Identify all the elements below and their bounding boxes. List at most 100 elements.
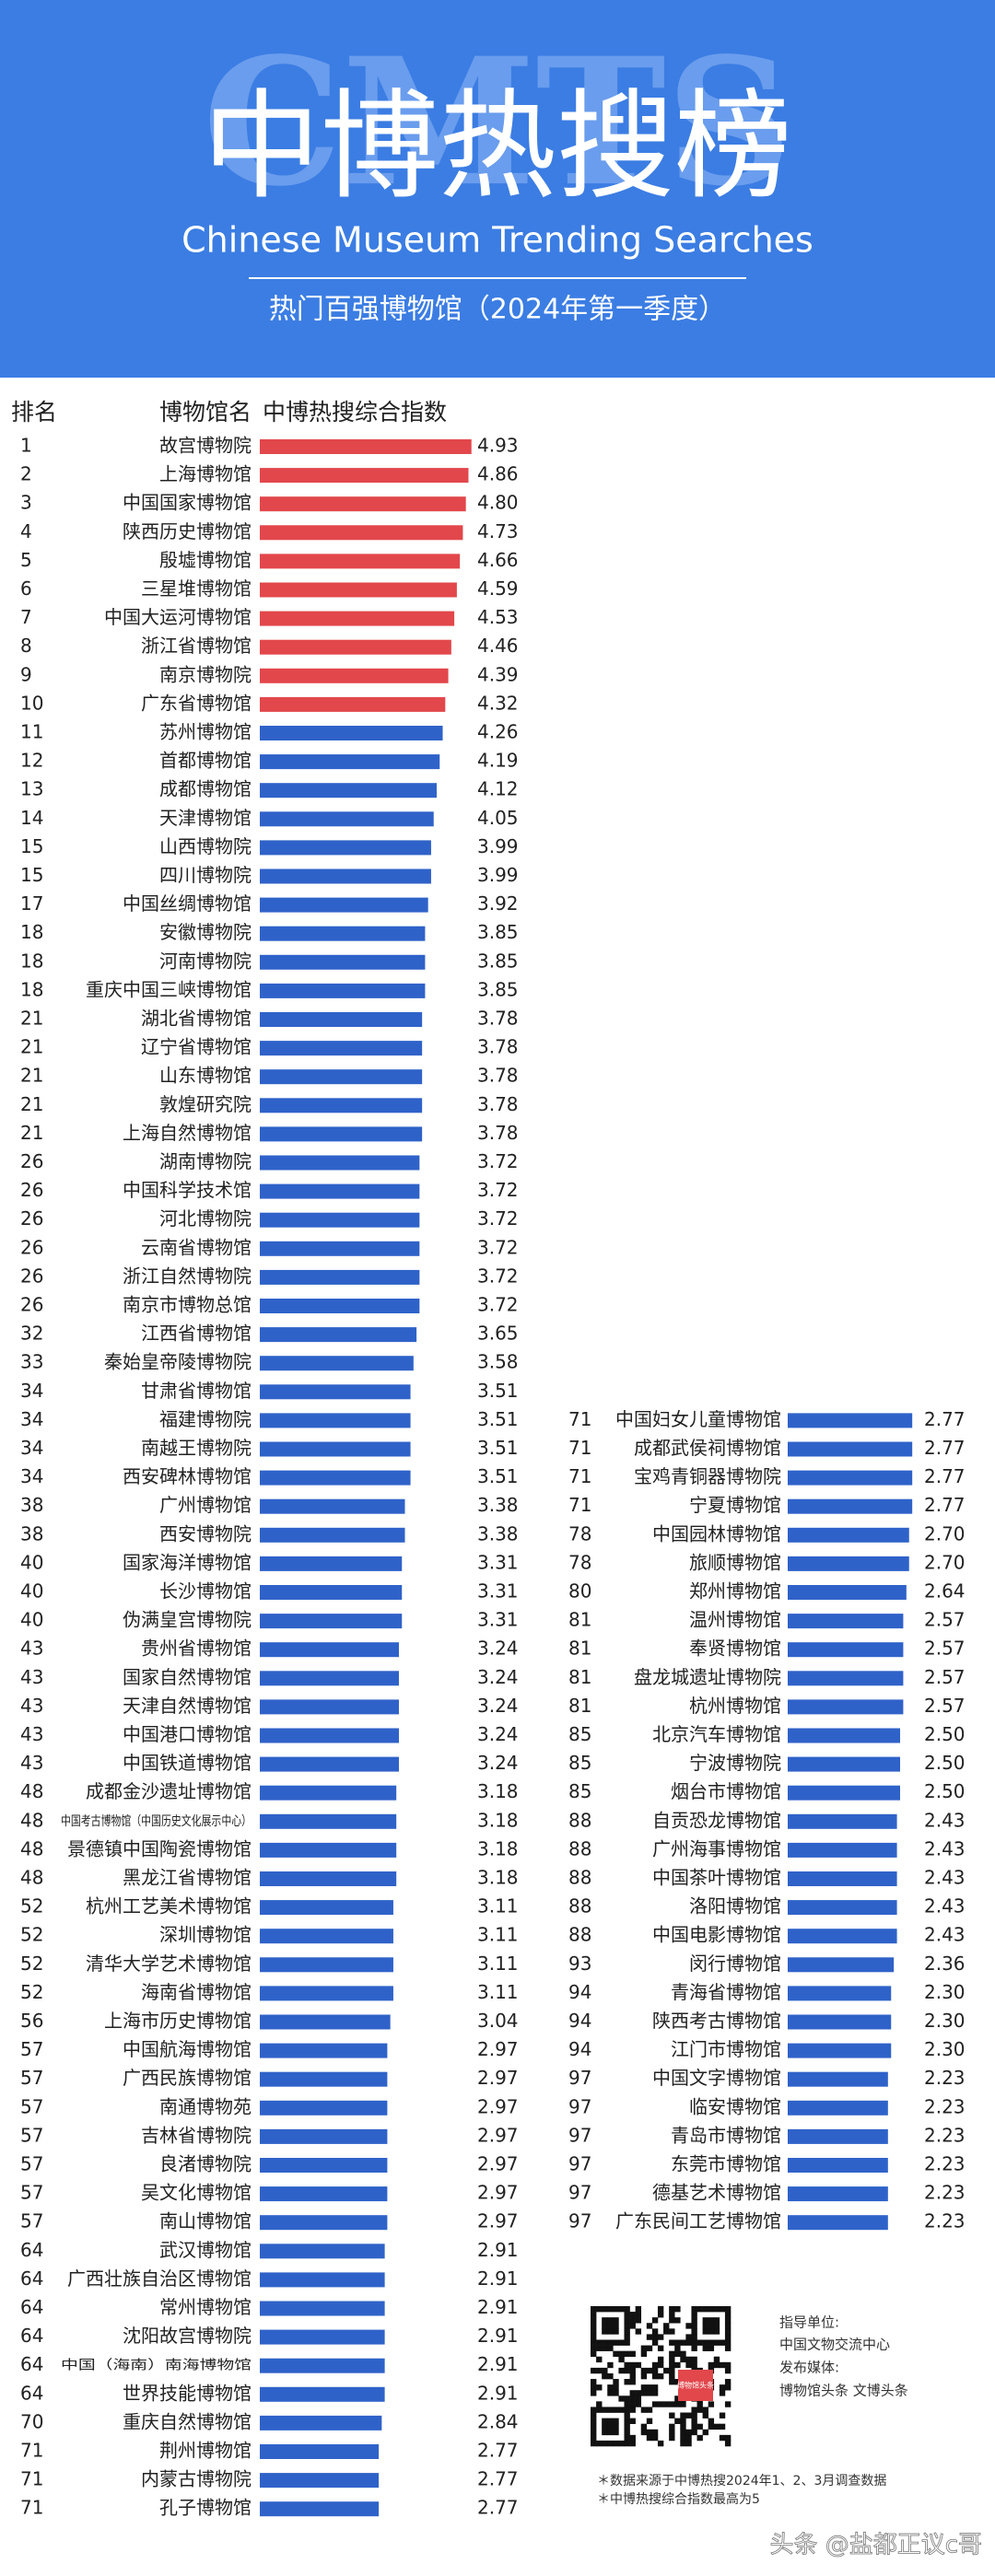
qr-cell xyxy=(602,2367,608,2374)
museum-name: 国家自然博物馆 xyxy=(123,1666,252,1688)
value-label: 3.85 xyxy=(477,978,519,1000)
qr-cell xyxy=(591,2390,597,2396)
qr-cell xyxy=(702,2345,708,2351)
qr-cell xyxy=(624,2306,630,2313)
rank: 26 xyxy=(20,1207,43,1230)
qr-cell xyxy=(613,2328,619,2335)
bar xyxy=(260,2301,385,2316)
qr-cell xyxy=(596,2367,603,2374)
rank: 21 xyxy=(20,1065,43,1087)
value-label: 2.30 xyxy=(924,2038,966,2060)
value-label: 2.97 xyxy=(477,2153,519,2175)
qr-cell xyxy=(680,2412,686,2419)
qr-cell xyxy=(696,2423,703,2430)
bar xyxy=(260,2014,391,2030)
museum-name: 长沙博物馆 xyxy=(159,1580,252,1603)
value-label: 2.30 xyxy=(924,1981,966,2003)
qr-cell xyxy=(724,2312,732,2318)
rank: 40 xyxy=(20,1551,43,1573)
value-label: 2.57 xyxy=(924,1695,966,1717)
qr-cell xyxy=(724,2323,732,2329)
rank: 88 xyxy=(568,1809,591,1831)
qr-cell xyxy=(624,2367,630,2374)
museum-name: 中国考古博物馆（中国历史文化展示中心） xyxy=(61,1813,252,1829)
rank: 52 xyxy=(20,1924,43,1946)
rank: 97 xyxy=(568,2095,591,2117)
qr-cell xyxy=(618,2407,625,2413)
qr-cell xyxy=(685,2361,692,2369)
qr-cell xyxy=(618,2367,625,2374)
qr-cell xyxy=(596,2384,603,2391)
rank: 48 xyxy=(20,1837,43,1859)
rank: 85 xyxy=(568,1723,591,1745)
museum-name: 福建博物院 xyxy=(159,1408,252,1430)
bar xyxy=(788,1585,907,1600)
qr-cell xyxy=(624,2423,630,2430)
qr-cell xyxy=(602,2345,608,2351)
value-label: 4.39 xyxy=(477,663,519,685)
museum-name: 郑州博物馆 xyxy=(689,1580,781,1603)
value-label: 2.43 xyxy=(924,1924,966,1946)
museum-name: 重庆自然博物馆 xyxy=(123,2410,252,2432)
museum-name: 江西省博物馆 xyxy=(141,1323,252,1345)
qr-cell xyxy=(708,2401,715,2407)
qr-cell xyxy=(591,2440,597,2447)
bar xyxy=(788,2128,888,2144)
museum-name: 秦始皇帝陵博物院 xyxy=(104,1351,252,1373)
rank: 4 xyxy=(20,520,32,542)
qr-cell xyxy=(669,2339,675,2346)
museum-name: 广州海事博物馆 xyxy=(652,1837,781,1859)
qr-cell xyxy=(696,2434,703,2442)
qr-cell xyxy=(629,2407,636,2413)
museum-name: 上海博物馆 xyxy=(159,463,252,485)
qr-cell xyxy=(713,2328,720,2335)
qr-cell xyxy=(674,2395,681,2402)
header-band xyxy=(0,0,995,378)
rank: 71 xyxy=(20,2497,43,2519)
museum-name: 中国航海博物馆 xyxy=(123,2038,252,2060)
museum-name: 武汉博物馆 xyxy=(159,2239,252,2261)
museum-name: 中国丝绸博物馆 xyxy=(123,892,252,915)
qr-cell xyxy=(680,2356,686,2363)
value-label: 2.77 xyxy=(477,2440,519,2462)
bar xyxy=(788,2186,888,2202)
bar xyxy=(260,1871,397,1886)
museum-name: 河南博物院 xyxy=(159,950,252,972)
museum-name: 首都博物馆 xyxy=(159,750,252,772)
qr-cell xyxy=(635,2390,642,2396)
bar xyxy=(260,983,426,998)
value-label: 3.18 xyxy=(477,1837,519,1859)
qr-cell xyxy=(663,2367,670,2374)
museum-name: 山东博物馆 xyxy=(159,1065,252,1087)
rank: 52 xyxy=(20,1981,43,2003)
qr-cell xyxy=(635,2395,642,2402)
bar xyxy=(788,1871,897,1886)
bar xyxy=(260,439,472,454)
qr-cell xyxy=(624,2401,630,2407)
qr-cell xyxy=(713,2323,720,2329)
rank: 34 xyxy=(20,1465,43,1487)
bar xyxy=(260,2473,380,2489)
museum-name: 四川博物院 xyxy=(159,864,252,886)
rank: 17 xyxy=(20,892,43,915)
bar xyxy=(260,1299,420,1313)
rank: 43 xyxy=(20,1723,43,1745)
qr-cell xyxy=(702,2306,708,2313)
rank: 85 xyxy=(568,1752,591,1774)
rank: 97 xyxy=(568,2067,591,2089)
qr-badge: 博物馆头条 xyxy=(677,2381,714,2390)
museum-name: 奉贤博物馆 xyxy=(689,1638,781,1660)
qr-cell xyxy=(613,2418,619,2424)
value-label: 2.64 xyxy=(924,1580,966,1603)
rank: 15 xyxy=(20,864,43,886)
qr-cell xyxy=(624,2361,630,2369)
qr-cell xyxy=(680,2339,686,2346)
value-label: 3.18 xyxy=(477,1809,519,1831)
bar xyxy=(260,1269,420,1285)
qr-cell xyxy=(702,2412,708,2419)
qr-cell xyxy=(591,2312,597,2318)
value-label: 4.26 xyxy=(477,721,519,743)
bar xyxy=(788,1986,892,2001)
qr-cell xyxy=(713,2361,720,2369)
value-label: 3.11 xyxy=(477,1924,519,1946)
